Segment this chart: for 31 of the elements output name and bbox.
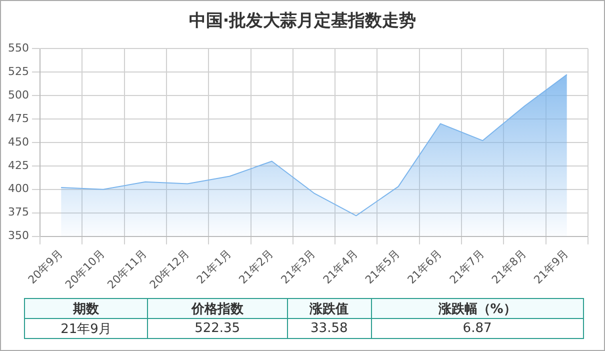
x-tick-label: 20年10月 [62,246,108,292]
y-tick-label: 500 [8,88,29,102]
text: 522.35 [147,318,288,338]
x-tick-label: 21年6月 [405,246,445,287]
text: 21年9月 [24,318,148,338]
y-tick-label: 550 [8,41,29,54]
x-tick-label: 21年3月 [278,246,318,287]
y-tick-label: 375 [8,206,29,219]
text: 33.58 [287,318,372,338]
y-tick-label: 425 [8,158,29,172]
x-tick-label: 20年9月 [26,246,66,287]
y-tick-label: 450 [8,135,29,148]
x-tick-label: 21年5月 [362,246,402,287]
text: 涨跌幅（%） [371,298,584,318]
x-tick-label: 20年11月 [104,246,150,292]
x-tick-label: 21年4月 [320,246,360,287]
x-tick-label: 21年7月 [447,246,487,287]
x-tick-label: 21年1月 [194,246,234,287]
y-tick-label: 475 [8,112,29,125]
y-tick-label: 350 [8,229,29,242]
text: 涨跌值 [287,298,372,318]
text: 期数 [24,298,148,318]
y-tick-label: 400 [8,182,29,196]
text: 6.87 [371,318,584,338]
y-tick-label: 525 [8,64,29,78]
x-tick-label: 21年2月 [236,246,276,287]
x-tick-label: 21年9月 [531,246,572,287]
x-tick-label: 21年8月 [489,246,529,287]
chart-title: 中国·批发大蒜月定基指数走势 [188,10,418,32]
x-tick-label: 20年12月 [147,246,192,292]
text: 价格指数 [147,298,288,318]
